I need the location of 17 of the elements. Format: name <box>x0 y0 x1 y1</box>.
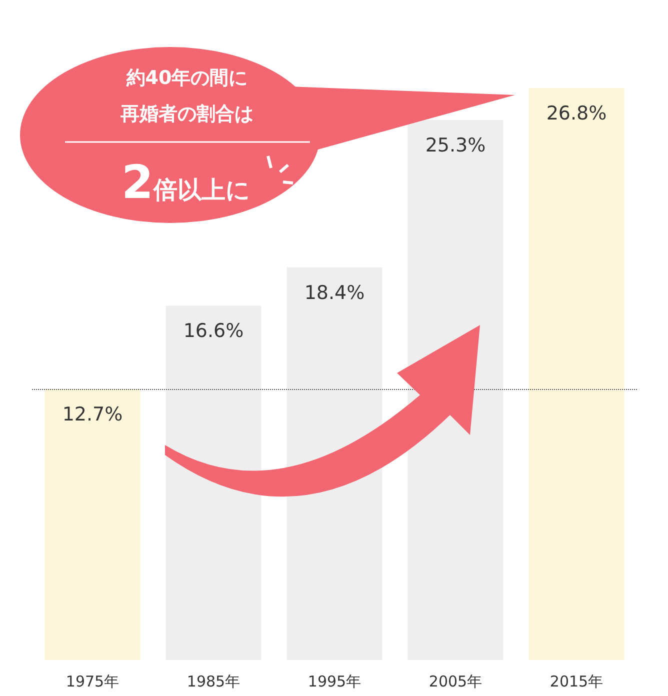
bar <box>166 306 262 660</box>
data-label: 26.8% <box>546 102 607 124</box>
bar <box>286 267 382 660</box>
data-label: 16.6% <box>183 320 244 342</box>
bar <box>44 388 140 660</box>
data-label: 18.4% <box>304 282 365 304</box>
bar <box>528 88 624 660</box>
annotation: 再婚者の割合は <box>120 103 254 125</box>
x-tick-label: 2005年 <box>428 672 482 690</box>
x-tick-label: 2015年 <box>550 672 604 690</box>
x-tick-label: 1975年 <box>66 672 120 690</box>
annotation: 2倍以上に <box>121 155 251 209</box>
x-tick-label: 1995年 <box>308 672 362 690</box>
data-label: 25.3% <box>425 134 486 157</box>
data-label: 12.7% <box>62 403 123 426</box>
x-tick-label: 1985年 <box>186 672 240 690</box>
annotation: 約40年の間に <box>125 67 248 89</box>
